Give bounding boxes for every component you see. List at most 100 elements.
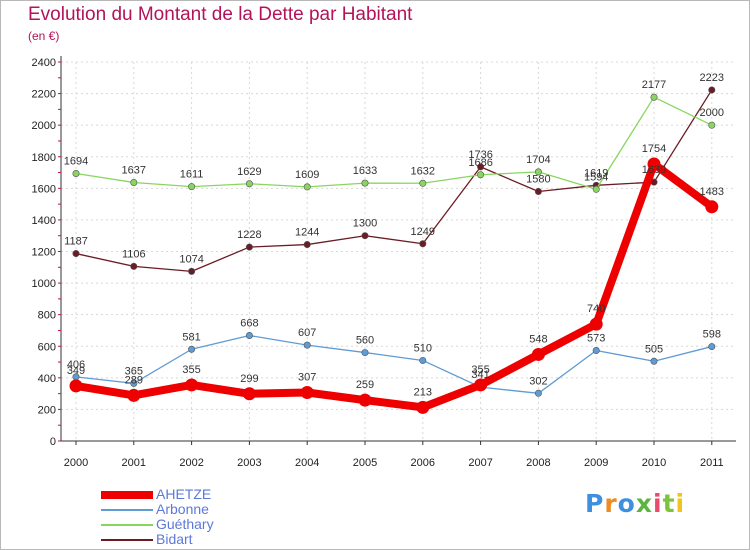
x-tick-label-5: 2005 xyxy=(353,457,377,469)
legend-swatch-bidart xyxy=(101,538,153,541)
data-label-ahetze: 289 xyxy=(125,374,143,386)
data-label-bidart: 1074 xyxy=(179,253,203,265)
data-label-ahetze: 299 xyxy=(240,373,258,385)
data-label-bidart: 1639 xyxy=(642,164,666,176)
data-label-bidart: 1187 xyxy=(64,236,88,248)
data-point-ahetze xyxy=(416,400,430,414)
data-label-arbonne: 668 xyxy=(240,318,258,330)
data-point-guthary xyxy=(188,183,196,191)
data-point-guthary xyxy=(361,179,369,187)
data-label-ahetze: 1754 xyxy=(642,143,666,155)
legend-label-guthary: Guéthary xyxy=(156,516,214,532)
data-point-bidart xyxy=(188,267,196,275)
data-label-bidart: 1300 xyxy=(353,218,377,230)
data-point-bidart xyxy=(534,187,542,195)
data-label-arbonne: 341 xyxy=(471,369,489,381)
data-point-bidart xyxy=(708,86,716,94)
data-point-bidart xyxy=(72,250,80,258)
logo-letter: r xyxy=(604,489,618,518)
series-line-guthary xyxy=(75,96,713,190)
y-tick-label-4: 800 xyxy=(38,310,56,322)
data-point-guthary xyxy=(708,121,716,129)
y-tick-label-12: 2400 xyxy=(32,57,56,69)
data-point-arbonne xyxy=(303,341,311,349)
y-tick-label-7: 1400 xyxy=(32,215,56,227)
logo-letter: i xyxy=(653,489,663,518)
legend: AHETZE Arbonne Guéthary Bidart xyxy=(101,486,301,547)
data-label-arbonne: 302 xyxy=(529,375,547,387)
y-tick-label-5: 1000 xyxy=(32,278,56,290)
data-label-ahetze: 1483 xyxy=(700,186,724,198)
data-point-arbonne xyxy=(419,356,427,364)
legend-item-ahetze: AHETZE xyxy=(101,486,301,502)
data-label-guthary: 1609 xyxy=(295,169,319,181)
data-point-arbonne xyxy=(708,343,716,351)
x-tick-label-7: 2007 xyxy=(468,457,492,469)
legend-swatch-guthary xyxy=(101,523,153,526)
legend-label-arbonne: Arbonne xyxy=(156,501,209,517)
data-point-ahetze xyxy=(531,347,545,361)
data-label-arbonne: 607 xyxy=(298,327,316,339)
x-tick-label-1: 2001 xyxy=(122,457,146,469)
y-tick-label-2: 400 xyxy=(38,373,56,385)
data-point-bidart xyxy=(477,163,485,171)
x-tick-label-0: 2000 xyxy=(64,457,88,469)
x-tick-label-4: 2004 xyxy=(295,457,319,469)
legend-swatch-ahetze xyxy=(101,490,153,499)
data-point-arbonne xyxy=(592,347,600,355)
legend-label-bidart: Bidart xyxy=(156,531,193,547)
data-point-ahetze xyxy=(242,387,256,401)
data-label-guthary: 1633 xyxy=(353,165,377,177)
data-point-guthary xyxy=(130,178,138,186)
data-label-ahetze: 349 xyxy=(67,365,85,377)
data-label-ahetze: 355 xyxy=(471,364,489,376)
data-label-bidart: 1736 xyxy=(468,149,492,161)
data-label-bidart: 1244 xyxy=(295,227,319,239)
data-point-guthary xyxy=(477,171,485,179)
data-point-ahetze xyxy=(300,386,314,400)
data-label-bidart: 1228 xyxy=(237,229,261,241)
logo-letter: x xyxy=(635,489,653,518)
series-line-arbonne xyxy=(75,334,713,394)
logo-letter: i xyxy=(675,489,686,518)
y-tick-label-8: 1600 xyxy=(32,183,56,195)
y-tick-label-10: 2000 xyxy=(32,120,56,132)
data-point-bidart xyxy=(303,241,311,249)
data-point-arbonne xyxy=(245,332,253,340)
logo-letter: t xyxy=(662,489,676,518)
series-line-bidart xyxy=(75,89,713,273)
logo-letter: o xyxy=(617,489,636,518)
legend-item-arbonne: Arbonne xyxy=(101,501,301,517)
series-line-ahetze xyxy=(72,160,716,412)
data-label-ahetze: 355 xyxy=(182,364,200,376)
data-label-arbonne: 560 xyxy=(356,335,374,347)
data-point-ahetze xyxy=(647,157,661,171)
data-label-arbonne: 573 xyxy=(587,333,605,345)
data-label-arbonne: 598 xyxy=(703,329,721,341)
data-point-arbonne xyxy=(650,357,658,365)
y-tick-label-6: 1200 xyxy=(32,247,56,259)
data-label-guthary: 1629 xyxy=(237,166,261,178)
data-label-ahetze: 307 xyxy=(298,372,316,384)
x-tick-label-10: 2010 xyxy=(642,457,666,469)
data-label-arbonne: 365 xyxy=(125,365,143,377)
data-label-ahetze: 213 xyxy=(414,386,432,398)
y-tick-label-1: 200 xyxy=(38,404,56,416)
data-label-guthary: 2177 xyxy=(642,79,666,91)
x-tick-label-2: 2002 xyxy=(179,457,203,469)
data-point-arbonne xyxy=(361,349,369,357)
data-label-guthary: 1611 xyxy=(180,169,204,181)
data-label-arbonne: 581 xyxy=(182,331,200,343)
data-point-guthary xyxy=(303,183,311,191)
legend-item-bidart: Bidart xyxy=(101,531,301,547)
data-point-arbonne xyxy=(130,379,138,387)
data-label-ahetze: 548 xyxy=(529,333,547,345)
data-point-ahetze xyxy=(474,378,488,392)
legend-label-ahetze: AHETZE xyxy=(156,486,212,502)
data-label-bidart: 1580 xyxy=(526,173,550,185)
data-point-guthary xyxy=(72,169,80,177)
y-tick-label-11: 2200 xyxy=(32,89,56,101)
data-point-ahetze xyxy=(705,200,719,214)
y-tick-label-9: 1800 xyxy=(32,152,56,164)
